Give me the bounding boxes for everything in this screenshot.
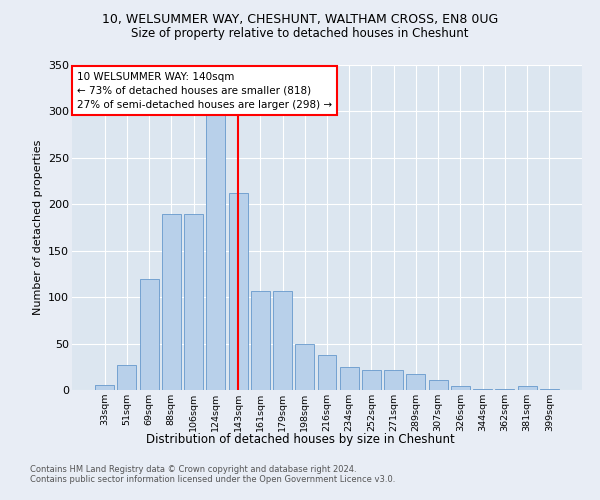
Bar <box>540 389 559 390</box>
Bar <box>206 93 225 390</box>
Y-axis label: Number of detached properties: Number of detached properties <box>32 140 43 315</box>
Bar <box>473 389 492 390</box>
Bar <box>95 386 114 390</box>
Bar <box>295 344 314 390</box>
Bar <box>251 290 270 390</box>
Bar <box>406 374 425 390</box>
Bar <box>184 214 203 390</box>
Bar <box>317 354 337 390</box>
Bar <box>496 389 514 390</box>
Bar <box>518 386 536 390</box>
Bar <box>140 278 158 390</box>
Text: 10 WELSUMMER WAY: 140sqm
← 73% of detached houses are smaller (818)
27% of semi-: 10 WELSUMMER WAY: 140sqm ← 73% of detach… <box>77 72 332 110</box>
Bar <box>362 370 381 390</box>
Bar <box>273 290 292 390</box>
Text: Distribution of detached houses by size in Cheshunt: Distribution of detached houses by size … <box>146 432 454 446</box>
Text: Contains public sector information licensed under the Open Government Licence v3: Contains public sector information licen… <box>30 475 395 484</box>
Text: 10, WELSUMMER WAY, CHESHUNT, WALTHAM CROSS, EN8 0UG: 10, WELSUMMER WAY, CHESHUNT, WALTHAM CRO… <box>102 12 498 26</box>
Bar <box>118 365 136 390</box>
Bar <box>162 214 181 390</box>
Text: Size of property relative to detached houses in Cheshunt: Size of property relative to detached ho… <box>131 28 469 40</box>
Bar <box>451 386 470 390</box>
Bar <box>384 370 403 390</box>
Text: Contains HM Land Registry data © Crown copyright and database right 2024.: Contains HM Land Registry data © Crown c… <box>30 465 356 474</box>
Bar <box>429 380 448 390</box>
Bar <box>229 193 248 390</box>
Bar <box>340 367 359 390</box>
